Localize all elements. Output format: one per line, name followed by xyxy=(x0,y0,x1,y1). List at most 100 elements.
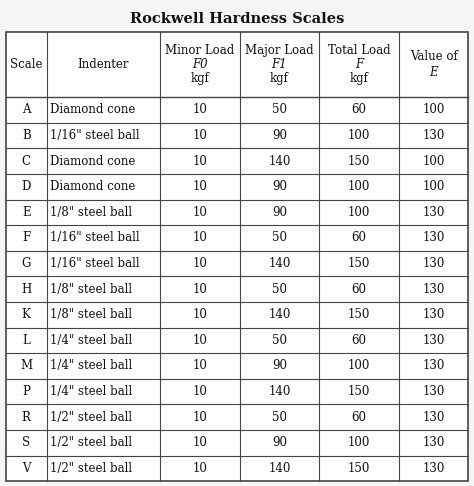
Text: 50: 50 xyxy=(272,231,287,244)
Text: 130: 130 xyxy=(422,462,445,475)
Text: 150: 150 xyxy=(348,385,370,398)
Text: 1/2" steel ball: 1/2" steel ball xyxy=(50,411,132,424)
Text: K: K xyxy=(22,308,31,321)
Text: D: D xyxy=(21,180,31,193)
Text: 10: 10 xyxy=(192,436,207,449)
Text: 100: 100 xyxy=(348,180,370,193)
Text: Scale: Scale xyxy=(10,58,43,71)
Text: 140: 140 xyxy=(268,308,291,321)
Text: 130: 130 xyxy=(422,334,445,347)
Text: 60: 60 xyxy=(352,334,366,347)
Text: 60: 60 xyxy=(352,231,366,244)
Text: 50: 50 xyxy=(272,334,287,347)
Text: Value of: Value of xyxy=(410,50,457,63)
Text: 90: 90 xyxy=(272,206,287,219)
Text: 1/8" steel ball: 1/8" steel ball xyxy=(50,308,132,321)
Text: 150: 150 xyxy=(348,257,370,270)
Text: 100: 100 xyxy=(348,129,370,142)
Text: 10: 10 xyxy=(192,206,207,219)
Text: 100: 100 xyxy=(422,180,445,193)
Text: 10: 10 xyxy=(192,104,207,117)
Text: 90: 90 xyxy=(272,129,287,142)
Text: E: E xyxy=(22,206,30,219)
Text: 60: 60 xyxy=(352,283,366,295)
Text: 100: 100 xyxy=(348,436,370,449)
Text: 10: 10 xyxy=(192,308,207,321)
Text: P: P xyxy=(22,385,30,398)
Text: 10: 10 xyxy=(192,334,207,347)
Text: 100: 100 xyxy=(348,360,370,372)
Text: 130: 130 xyxy=(422,308,445,321)
Text: A: A xyxy=(22,104,30,117)
Text: L: L xyxy=(22,334,30,347)
Text: 150: 150 xyxy=(348,462,370,475)
Text: 1/2" steel ball: 1/2" steel ball xyxy=(50,462,132,475)
Text: 130: 130 xyxy=(422,129,445,142)
Text: 1/2" steel ball: 1/2" steel ball xyxy=(50,436,132,449)
Text: 10: 10 xyxy=(192,129,207,142)
Text: 100: 100 xyxy=(422,155,445,168)
Text: 140: 140 xyxy=(268,385,291,398)
Text: Diamond cone: Diamond cone xyxy=(50,155,136,168)
Text: 1/8" steel ball: 1/8" steel ball xyxy=(50,206,132,219)
Text: 50: 50 xyxy=(272,104,287,117)
Text: 130: 130 xyxy=(422,385,445,398)
Text: 100: 100 xyxy=(348,206,370,219)
Text: 130: 130 xyxy=(422,360,445,372)
Text: 10: 10 xyxy=(192,411,207,424)
Text: 10: 10 xyxy=(192,155,207,168)
Text: 130: 130 xyxy=(422,231,445,244)
Text: 10: 10 xyxy=(192,180,207,193)
Text: 130: 130 xyxy=(422,411,445,424)
Text: F0: F0 xyxy=(192,58,208,71)
Text: V: V xyxy=(22,462,30,475)
Text: 1/16" steel ball: 1/16" steel ball xyxy=(50,257,140,270)
Text: 90: 90 xyxy=(272,436,287,449)
Text: 60: 60 xyxy=(352,411,366,424)
Text: kgf: kgf xyxy=(190,71,209,85)
Text: 1/4" steel ball: 1/4" steel ball xyxy=(50,360,132,372)
Text: Minor Load: Minor Load xyxy=(165,44,234,57)
Text: 10: 10 xyxy=(192,257,207,270)
Text: F: F xyxy=(22,231,30,244)
Text: F: F xyxy=(355,58,363,71)
Text: kgf: kgf xyxy=(270,71,289,85)
Text: G: G xyxy=(21,257,31,270)
Text: 1/4" steel ball: 1/4" steel ball xyxy=(50,334,132,347)
Text: kgf: kgf xyxy=(350,71,368,85)
Text: 100: 100 xyxy=(422,104,445,117)
Text: Total Load: Total Load xyxy=(328,44,391,57)
Text: 1/16" steel ball: 1/16" steel ball xyxy=(50,129,140,142)
Text: H: H xyxy=(21,283,31,295)
Text: 130: 130 xyxy=(422,436,445,449)
Text: 140: 140 xyxy=(268,155,291,168)
Text: 130: 130 xyxy=(422,283,445,295)
Text: F1: F1 xyxy=(272,58,287,71)
Text: C: C xyxy=(22,155,31,168)
Text: 50: 50 xyxy=(272,411,287,424)
Text: 10: 10 xyxy=(192,231,207,244)
Text: Indenter: Indenter xyxy=(78,58,129,71)
Text: 50: 50 xyxy=(272,283,287,295)
Text: 10: 10 xyxy=(192,283,207,295)
Text: 60: 60 xyxy=(352,104,366,117)
Text: 10: 10 xyxy=(192,360,207,372)
Text: S: S xyxy=(22,436,30,449)
Text: 130: 130 xyxy=(422,206,445,219)
Text: 140: 140 xyxy=(268,462,291,475)
Text: 150: 150 xyxy=(348,308,370,321)
Text: 1/16" steel ball: 1/16" steel ball xyxy=(50,231,140,244)
Text: B: B xyxy=(22,129,31,142)
Text: Diamond cone: Diamond cone xyxy=(50,180,136,193)
Text: 1/8" steel ball: 1/8" steel ball xyxy=(50,283,132,295)
Text: 130: 130 xyxy=(422,257,445,270)
Text: E: E xyxy=(429,66,438,79)
Text: 1/4" steel ball: 1/4" steel ball xyxy=(50,385,132,398)
Text: 140: 140 xyxy=(268,257,291,270)
Text: 90: 90 xyxy=(272,360,287,372)
Text: R: R xyxy=(22,411,31,424)
Text: 10: 10 xyxy=(192,385,207,398)
Text: Major Load: Major Load xyxy=(245,44,314,57)
Text: M: M xyxy=(20,360,32,372)
Text: 90: 90 xyxy=(272,180,287,193)
